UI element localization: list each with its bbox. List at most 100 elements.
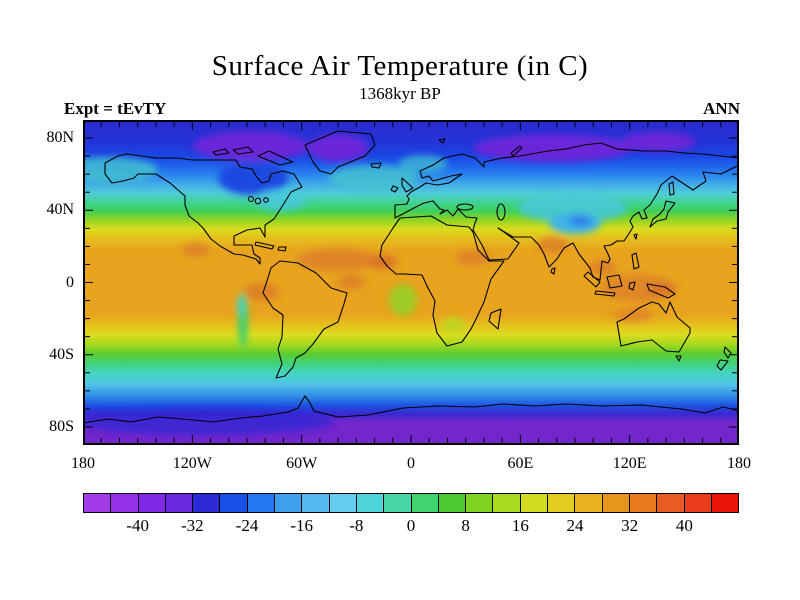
coastline-iceland bbox=[370, 162, 382, 169]
colorbar-cell bbox=[329, 494, 357, 512]
coastline-sakhalin bbox=[668, 181, 675, 196]
lat-tick-label: 0 bbox=[66, 273, 74, 291]
colorbar-tick-label: 40 bbox=[675, 516, 693, 535]
map-border bbox=[83, 120, 739, 445]
colorbar-cell bbox=[384, 494, 412, 512]
lon-tick-label: 180 bbox=[727, 455, 751, 472]
temperature-colorbar bbox=[83, 493, 739, 513]
colorbar-cell bbox=[356, 494, 385, 512]
lat-tick-label: 40S bbox=[49, 345, 74, 363]
coastline-svalbard bbox=[438, 138, 446, 144]
lon-tick-label: 120W bbox=[172, 455, 212, 472]
colorbar-cell bbox=[165, 494, 194, 512]
colorbar-cell bbox=[711, 494, 739, 512]
coastline-arctic-islands bbox=[212, 146, 254, 156]
lat-tick-label: 40N bbox=[46, 201, 74, 219]
colorbar-cell bbox=[602, 494, 630, 512]
cold-anomaly-quebec bbox=[254, 189, 306, 211]
colorbar-cell bbox=[411, 494, 439, 512]
cold-anomaly-central-asia bbox=[518, 193, 628, 223]
colorbar-tick-label: 0 bbox=[406, 516, 416, 535]
hot-anomaly-mexico bbox=[182, 243, 210, 257]
lat-tick-label: 80S bbox=[49, 417, 74, 435]
colorbar-cell bbox=[493, 494, 521, 512]
coastline-novaya-zemlya bbox=[510, 145, 523, 157]
subtitle-time-label: 1368kyr BP bbox=[359, 84, 441, 103]
coastline-great-lakes bbox=[254, 197, 262, 205]
coastline-cuba bbox=[254, 241, 275, 250]
hot-anomaly-sudan bbox=[369, 255, 397, 269]
colorbar-cell bbox=[548, 494, 576, 512]
coastline-baffin-island bbox=[257, 150, 294, 166]
coastline-philippines bbox=[631, 252, 640, 270]
cold-anomaly-hudson-bay bbox=[218, 161, 288, 195]
cold-anomaly-south-africa bbox=[441, 317, 465, 333]
cold-anomaly-east-siberia bbox=[620, 132, 696, 152]
colorbar-cell bbox=[657, 494, 685, 512]
warm-anomaly-norwegian-sea bbox=[399, 155, 447, 173]
colorbar-cell bbox=[193, 494, 221, 512]
coastline-united-kingdom bbox=[401, 177, 414, 193]
colorbar-cell bbox=[275, 494, 303, 512]
colorbar-cell bbox=[575, 494, 603, 512]
colorbar-tick-label: 16 bbox=[511, 516, 529, 535]
coastlines bbox=[83, 130, 739, 424]
coastline-antarctica bbox=[83, 395, 739, 424]
coastline-hispaniola bbox=[277, 246, 287, 252]
colorbar-cell bbox=[138, 494, 166, 512]
colorbar-cell bbox=[520, 494, 549, 512]
cold-anomaly-canadian-arctic bbox=[193, 131, 309, 161]
colorbar-tick-label: -16 bbox=[290, 516, 313, 535]
coastline-eurasia bbox=[394, 142, 739, 281]
colorbar-cell bbox=[438, 494, 467, 512]
coastline-north-america bbox=[104, 153, 303, 265]
coastline-new-guinea bbox=[646, 283, 676, 299]
hot-anomaly-new-guinea bbox=[645, 284, 677, 296]
coastline-japan bbox=[649, 200, 676, 228]
axis-ticks bbox=[85, 122, 737, 443]
coastline-tasmania bbox=[675, 355, 682, 362]
cold-anomaly-siberia bbox=[473, 134, 633, 162]
warm-anomaly-north-atlantic bbox=[328, 165, 418, 191]
colorbar-cell bbox=[629, 494, 658, 512]
coastline-taiwan bbox=[633, 233, 638, 240]
coastline-new-zealand bbox=[716, 346, 732, 371]
colorbar-cell bbox=[247, 494, 276, 512]
hot-anomaly-amazon bbox=[243, 283, 279, 301]
colorbar-tick-label: 32 bbox=[621, 516, 639, 535]
hot-anomaly-nw-australia bbox=[613, 308, 653, 322]
temperature-anomalies bbox=[83, 131, 696, 435]
coastline-great-lakes bbox=[263, 197, 269, 203]
cold-anomaly-east-africa bbox=[389, 284, 417, 316]
coastline-borneo bbox=[606, 274, 623, 289]
colorbar-tick-label: 8 bbox=[461, 516, 470, 535]
cold-anomaly-greenland bbox=[308, 134, 368, 162]
hot-anomaly-indochina bbox=[589, 260, 617, 276]
cold-anomaly-andes-core bbox=[237, 296, 245, 316]
coastline-madagascar bbox=[488, 308, 502, 330]
coastline-greenland bbox=[304, 130, 376, 175]
warm-anomaly-north-pacific bbox=[83, 157, 158, 183]
temperature-map bbox=[83, 120, 739, 445]
cold-anomaly-tibet-core bbox=[568, 216, 592, 226]
coastline-africa bbox=[379, 215, 505, 347]
colorbar-cell bbox=[302, 494, 330, 512]
coastline-ireland bbox=[390, 185, 399, 193]
coastline-sumatra bbox=[583, 271, 601, 288]
hot-anomaly-india bbox=[537, 237, 569, 253]
colorbar-cell bbox=[684, 494, 712, 512]
hot-anomaly-congo bbox=[338, 275, 364, 289]
colorbar-tick-label: -8 bbox=[349, 516, 364, 535]
coastline-java bbox=[594, 290, 616, 297]
colorbar-tick-label: -40 bbox=[126, 516, 149, 535]
experiment-label: Expt = tEvTY bbox=[64, 99, 167, 118]
colorbar-tick-label: -32 bbox=[180, 516, 204, 535]
colorbar-cell bbox=[220, 494, 248, 512]
coastline-black-sea bbox=[456, 203, 474, 211]
lon-tick-label: 120E bbox=[612, 455, 647, 472]
lon-tick-label: 0 bbox=[407, 455, 415, 472]
coastline-great-lakes bbox=[247, 195, 255, 203]
colorbar-cell bbox=[111, 494, 139, 512]
colorbar-cell bbox=[84, 494, 112, 512]
